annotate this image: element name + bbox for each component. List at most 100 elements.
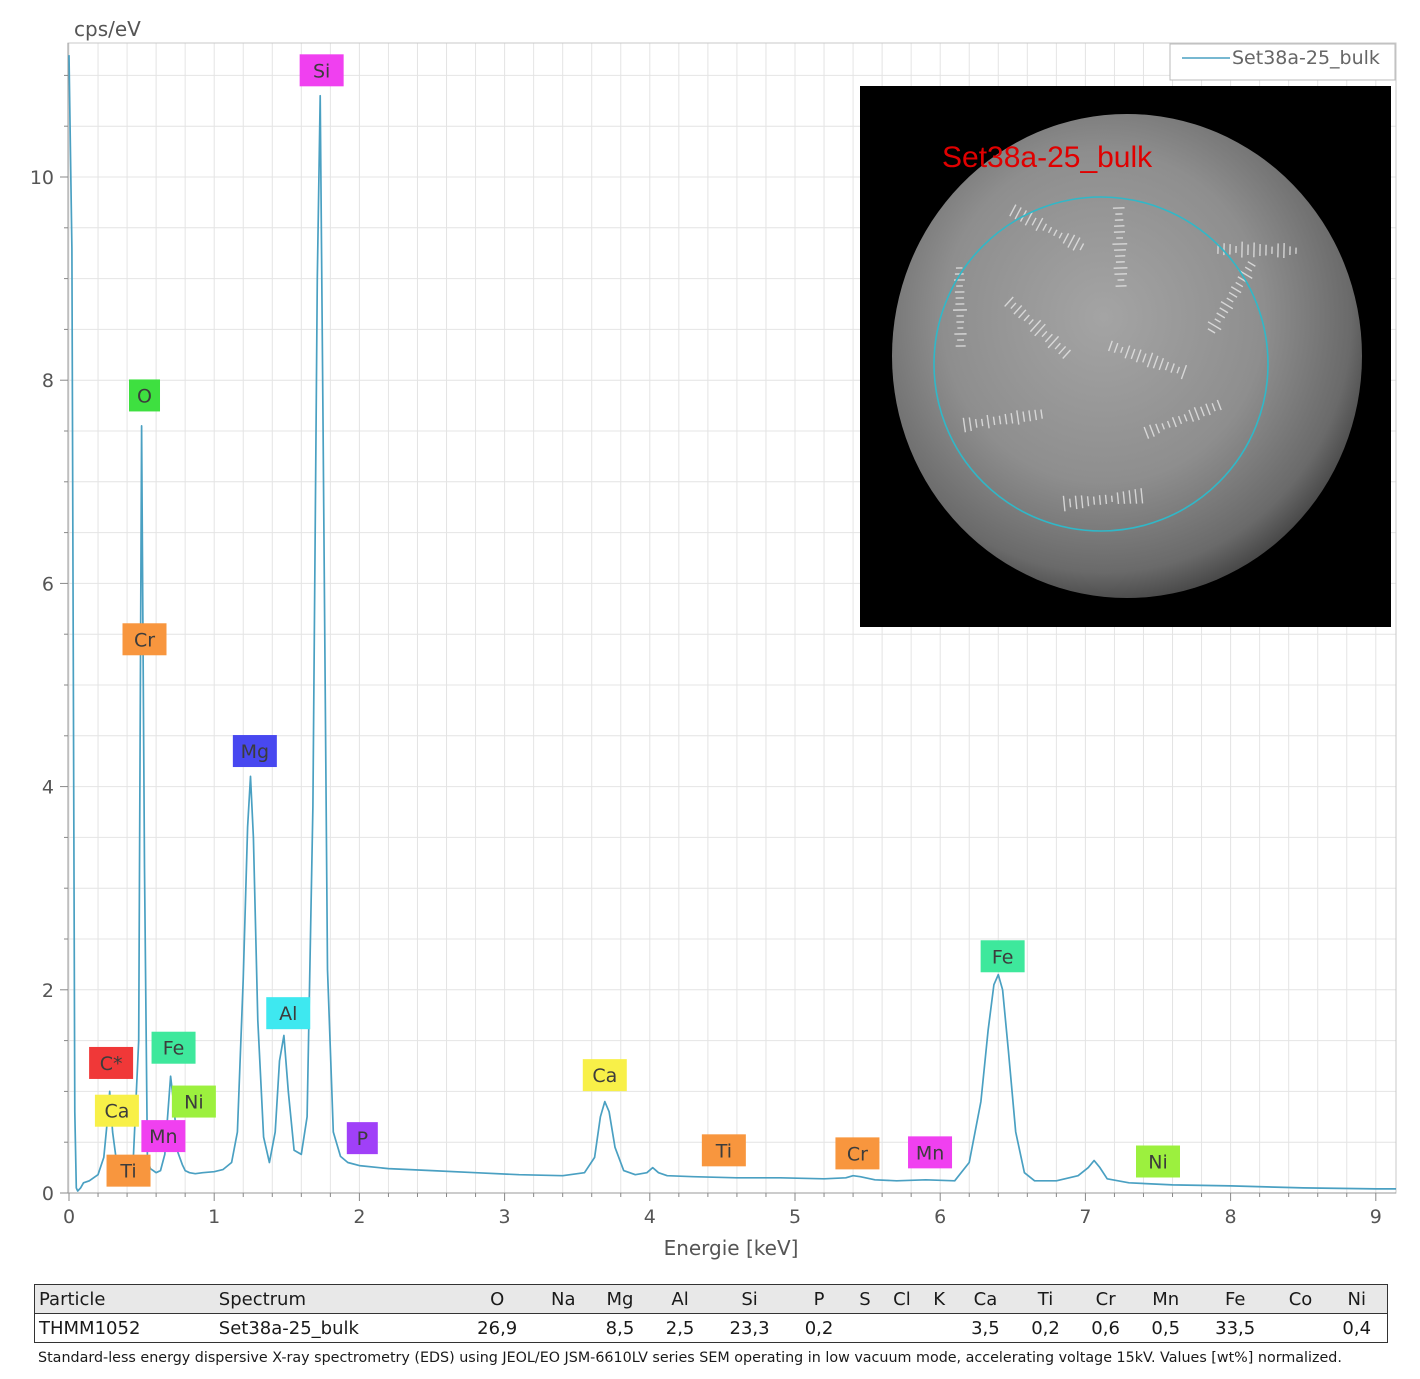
dendrite-mark: [1228, 291, 1238, 298]
peak-label-box: [980, 940, 1025, 973]
dendrite-mark: [1116, 492, 1120, 505]
peak-label-box: [151, 1031, 196, 1064]
dendrite-mark: [1143, 426, 1150, 439]
peak-label-box: [1136, 1145, 1180, 1178]
dendrite-mark: [1164, 361, 1170, 371]
column-header: Cl: [880, 1284, 923, 1314]
column-header: Mg: [589, 1284, 651, 1314]
peak-label-text: Mn: [916, 1142, 944, 1164]
dendrite-mark: [1183, 414, 1188, 422]
peak-label-box: [106, 1154, 151, 1187]
dendrite-mark: [1247, 261, 1256, 267]
dendrite-mark: [1029, 319, 1042, 333]
table-cell: THMM1052: [39, 1317, 141, 1339]
table-cell: 2,5: [665, 1317, 695, 1339]
dendrite-mark: [1230, 286, 1242, 294]
y-tick-label: 8: [42, 370, 54, 392]
x-tick-label: 1: [208, 1206, 220, 1228]
dendrite-mark: [1047, 226, 1053, 234]
dendrite-mark: [1041, 330, 1048, 338]
peak-label-box: [129, 379, 161, 412]
peak-label-box: [701, 1134, 746, 1167]
dendrite-mark: [1028, 410, 1032, 422]
dendrite-mark: [1028, 319, 1034, 325]
dendrite-mark: [1034, 409, 1038, 421]
footnote: Standard-less energy dispersive X-ray sp…: [38, 1350, 1342, 1366]
dendrite-mark: [1054, 342, 1061, 350]
peak-label-o: O: [129, 379, 161, 412]
dendrite-mark: [1069, 498, 1072, 508]
peak-label-text: Fe: [992, 946, 1014, 968]
dendrite-mark: [1216, 312, 1226, 319]
dendrite-mark: [962, 417, 967, 433]
column-header: K: [922, 1284, 956, 1314]
dendrite-mark: [1152, 355, 1159, 369]
dendrite-mark: [980, 418, 984, 427]
y-axis-title: cps/eV: [74, 17, 141, 41]
axes: 0 1 2 3 4 5 6 7 8 9 0 2 4 6 8 10 Energie [keV] cps/eV: [30, 17, 1396, 1260]
dendrite-mark: [1044, 333, 1053, 343]
dendrite-mark: [1180, 364, 1188, 380]
dendrite-mark: [1024, 211, 1033, 226]
dendrite-mark: [1009, 204, 1017, 217]
x-tick-label: 9: [1370, 1206, 1382, 1228]
column-header: Co: [1274, 1284, 1327, 1314]
composition-table: Particle Spectrum O Na Mg Al Si P S Cl K Ca Ti Cr Mn Fe…: [34, 1284, 1388, 1343]
column-header: S: [849, 1284, 881, 1314]
peak-label-text: C*: [100, 1053, 123, 1075]
peak-label-box: [232, 735, 277, 768]
column-header: Si: [710, 1284, 789, 1314]
particle-sphere: [892, 114, 1362, 598]
peak-label-mg: Mg: [232, 735, 277, 768]
inset-label: Set38a-25_bulk: [942, 141, 1153, 174]
eds-spectrum-chart: 0 1 2 3 4 5 6 7 8 9 0 2 4 6 8 10 Energie [keV] cps/eV Si O…: [30, 17, 1397, 1260]
dendrite-mark: [1155, 423, 1161, 434]
peak-label-al: Al: [266, 997, 311, 1030]
dendrite-mark: [1149, 424, 1155, 437]
dendrite-mark: [1135, 349, 1142, 363]
column-header: Ti: [1015, 1284, 1076, 1314]
dendrite-mark: [1205, 403, 1211, 416]
peak-label-fe: Fe: [151, 1031, 196, 1064]
column-header: Ca: [955, 1284, 1016, 1314]
peak-label-text: Mn: [149, 1126, 177, 1148]
peak-label-p: P: [346, 1122, 378, 1155]
dendrite-mark: [1216, 399, 1222, 411]
dendrite-mark: [992, 416, 996, 426]
column-header: Spectrum: [214, 1284, 458, 1314]
table-cell: 0,4: [1342, 1317, 1372, 1339]
dendrite-mark: [1166, 420, 1171, 428]
table-cell: 0,5: [1151, 1317, 1181, 1339]
peak-label-box: [141, 1120, 186, 1153]
dendrite-mark: [1146, 352, 1154, 368]
peak-label-box: [122, 623, 167, 656]
dendrite-mark: [1104, 494, 1108, 505]
column-header: Al: [650, 1284, 711, 1314]
peak-label-si: Si: [299, 54, 344, 87]
peak-label-text: Cr: [134, 629, 155, 651]
dendrite-mark: [974, 418, 978, 428]
dendrite-mark: [1161, 423, 1165, 430]
dendrite-texture: [953, 204, 1297, 512]
table-cell: Set38a-25_bulk: [218, 1317, 359, 1339]
table-cell: 3,5: [971, 1317, 1000, 1339]
sem-inset-image: Set38a-25_bulk: [860, 86, 1391, 627]
series-layer: [68, 55, 1396, 1192]
dendrite-mark: [1080, 495, 1084, 509]
dendrite-mark: [1140, 488, 1144, 504]
peak-label-ni: Ni: [171, 1085, 216, 1118]
dendrite-mark: [1004, 413, 1008, 425]
peak-label-box: [299, 54, 344, 87]
peak-label-ti: Ti: [701, 1134, 746, 1167]
peak-label-text: Mg: [241, 741, 269, 763]
peak-label-text: Cr: [847, 1143, 868, 1165]
dendrite-mark: [1086, 496, 1090, 507]
peak-label-c-star: C*: [89, 1046, 134, 1079]
x-tick-label: 4: [644, 1206, 656, 1228]
dendrite-mark: [1220, 301, 1234, 310]
x-axis-title: Energie [keV]: [664, 1236, 799, 1260]
peak-label-mn: Mn: [908, 1136, 953, 1169]
dendrite-mark: [1040, 409, 1043, 419]
roi-circle: [933, 196, 1269, 532]
dendrite-mark: [1130, 348, 1136, 360]
